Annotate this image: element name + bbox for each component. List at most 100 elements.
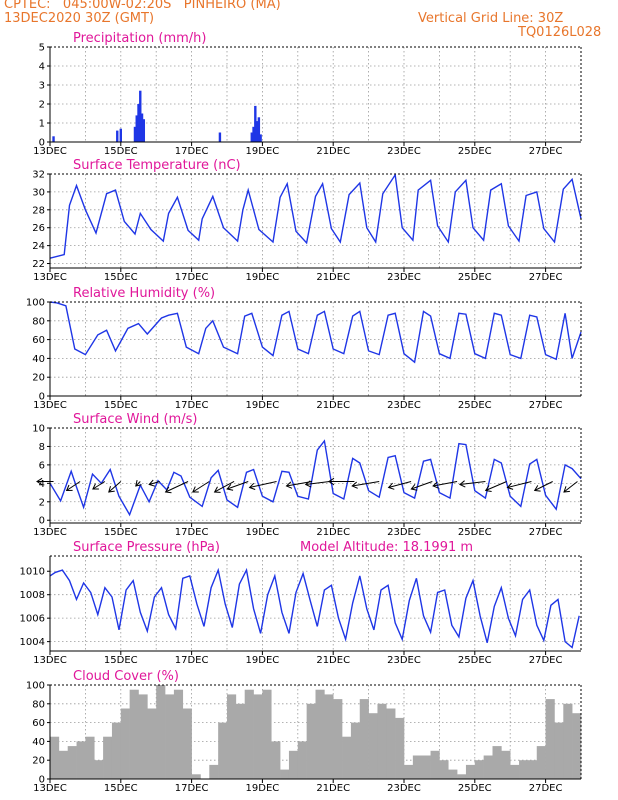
pressure-xtick-label: 19DEC bbox=[246, 655, 280, 666]
cloud-bar bbox=[465, 764, 476, 779]
wind-ytick-label: 10 bbox=[32, 424, 45, 435]
cloud-bar bbox=[235, 703, 245, 779]
cloud-bar bbox=[572, 713, 582, 779]
cloud-bar bbox=[50, 736, 60, 779]
precipitation-panel bbox=[47, 46, 582, 146]
wind-xtick-label: 23DEC bbox=[387, 527, 421, 538]
header-run-id: TQ0126L028 bbox=[518, 25, 602, 40]
cloud-bar bbox=[129, 689, 139, 779]
cloud-bar bbox=[165, 694, 175, 779]
precipitation-xtick-label: 23DEC bbox=[387, 146, 421, 157]
wind-arrow-head bbox=[92, 483, 99, 490]
precip-bar bbox=[218, 132, 222, 142]
humidity-title: Relative Humidity (%) bbox=[73, 286, 215, 301]
pressure-xtick-label: 13DEC bbox=[33, 655, 67, 666]
cloud-cover-ytick-label: 20 bbox=[32, 756, 45, 767]
wind-arrow-shaft bbox=[108, 481, 122, 493]
wind-arrow-head bbox=[285, 481, 293, 489]
wind-arrow-head bbox=[248, 482, 256, 490]
cloud-cover-ytick-label: 80 bbox=[32, 699, 45, 710]
wind-arrow-shaft bbox=[192, 481, 210, 493]
humidity-xtick-label: 13DEC bbox=[33, 400, 67, 411]
humidity-ytick-label: 20 bbox=[32, 373, 45, 384]
temperature-xtick-label: 17DEC bbox=[175, 272, 209, 283]
wind-arrow-shaft bbox=[249, 481, 277, 488]
pressure-ytick-label: 1010 bbox=[20, 567, 45, 578]
cloud-cover-xtick-label: 13DEC bbox=[33, 783, 67, 794]
humidity-line bbox=[49, 301, 582, 364]
cloud-bar bbox=[395, 717, 405, 779]
cloud-bar bbox=[315, 689, 325, 779]
precip-bar bbox=[52, 136, 55, 142]
precip-bar bbox=[259, 134, 262, 142]
pressure-xtick-label: 27DEC bbox=[529, 655, 563, 666]
cloud-bar bbox=[306, 703, 316, 779]
wind-ytick-label: 2 bbox=[39, 497, 45, 508]
temperature-ytick-label: 30 bbox=[32, 187, 45, 198]
wind-arrow-head bbox=[135, 479, 142, 487]
wind-arrow-head bbox=[506, 482, 514, 490]
cloud-bar bbox=[430, 750, 440, 779]
cloud-bar bbox=[386, 708, 396, 779]
temperature-line bbox=[49, 172, 582, 259]
cloud-bar bbox=[173, 689, 184, 779]
precipitation-xtick-label: 13DEC bbox=[33, 146, 67, 157]
pressure-xtick-label: 15DEC bbox=[104, 655, 138, 666]
wind-title: Surface Wind (m/s) bbox=[73, 412, 197, 427]
cloud-bar bbox=[439, 760, 449, 779]
wind-arrow-head bbox=[192, 486, 199, 493]
wind-arrow-shaft bbox=[135, 481, 141, 487]
wind-arrow-head bbox=[148, 479, 156, 487]
cloud-bar bbox=[76, 741, 86, 779]
precip-bar bbox=[254, 105, 257, 142]
temperature-xtick-label: 15DEC bbox=[104, 272, 138, 283]
cloud-bar bbox=[58, 750, 68, 779]
temperature-ytick-label: 22 bbox=[32, 259, 45, 270]
wind-arrow-head bbox=[458, 480, 466, 488]
cloud-bar bbox=[262, 689, 272, 779]
cloud-bar bbox=[271, 741, 281, 779]
cloud-bar bbox=[244, 689, 254, 779]
precipitation-ytick-label: 1 bbox=[39, 119, 45, 130]
cloud-cover-xtick-label: 27DEC bbox=[529, 783, 563, 794]
humidity-xtick-label: 23DEC bbox=[387, 400, 421, 411]
wind-arrow-shaft bbox=[66, 481, 81, 491]
wind-xtick-label: 27DEC bbox=[529, 527, 563, 538]
cloud-bar bbox=[253, 694, 263, 779]
cloud-bar bbox=[156, 685, 166, 779]
cloud-bar bbox=[368, 713, 378, 779]
precip-bar bbox=[119, 128, 122, 142]
wind-arrow-head bbox=[65, 484, 73, 492]
cloud-bar bbox=[138, 694, 148, 779]
wind-ytick-label: 6 bbox=[39, 460, 45, 471]
humidity-xtick-label: 19DEC bbox=[246, 400, 280, 411]
wind-ytick-label: 0 bbox=[39, 516, 45, 527]
pressure-line bbox=[49, 567, 580, 649]
wind-arrow-head bbox=[387, 482, 395, 490]
wind-arrow-head bbox=[410, 483, 418, 491]
wind-panel bbox=[36, 427, 582, 527]
cloud-bar bbox=[563, 703, 573, 779]
wind-arrow-shaft bbox=[433, 481, 458, 487]
wind-arrow-shaft bbox=[227, 481, 249, 490]
cloud-bar bbox=[554, 722, 564, 779]
precip-bar bbox=[133, 126, 137, 142]
cloud-cover-xtick-label: 23DEC bbox=[387, 783, 421, 794]
wind-xtick-label: 15DEC bbox=[104, 527, 138, 538]
cloud-bar bbox=[527, 760, 538, 779]
cloud-bar bbox=[111, 722, 122, 779]
cloud-cover-panel bbox=[47, 684, 582, 783]
wind-arrow-head bbox=[36, 477, 43, 486]
cloud-cover-xtick-label: 17DEC bbox=[175, 783, 209, 794]
humidity-ytick-label: 80 bbox=[32, 316, 45, 327]
header-grid-note: Vertical Grid Line: 30Z bbox=[418, 11, 564, 26]
temperature-xtick-label: 21DEC bbox=[316, 272, 350, 283]
wind-arrow-head bbox=[563, 486, 570, 493]
pressure-title: Surface Pressure (hPa) bbox=[73, 540, 220, 555]
wind-xtick-label: 17DEC bbox=[175, 527, 209, 538]
humidity-xtick-label: 27DEC bbox=[529, 400, 563, 411]
temperature-ytick-label: 26 bbox=[32, 223, 45, 234]
wind-ytick-label: 4 bbox=[39, 479, 45, 490]
wind-arrow-head bbox=[533, 485, 541, 492]
